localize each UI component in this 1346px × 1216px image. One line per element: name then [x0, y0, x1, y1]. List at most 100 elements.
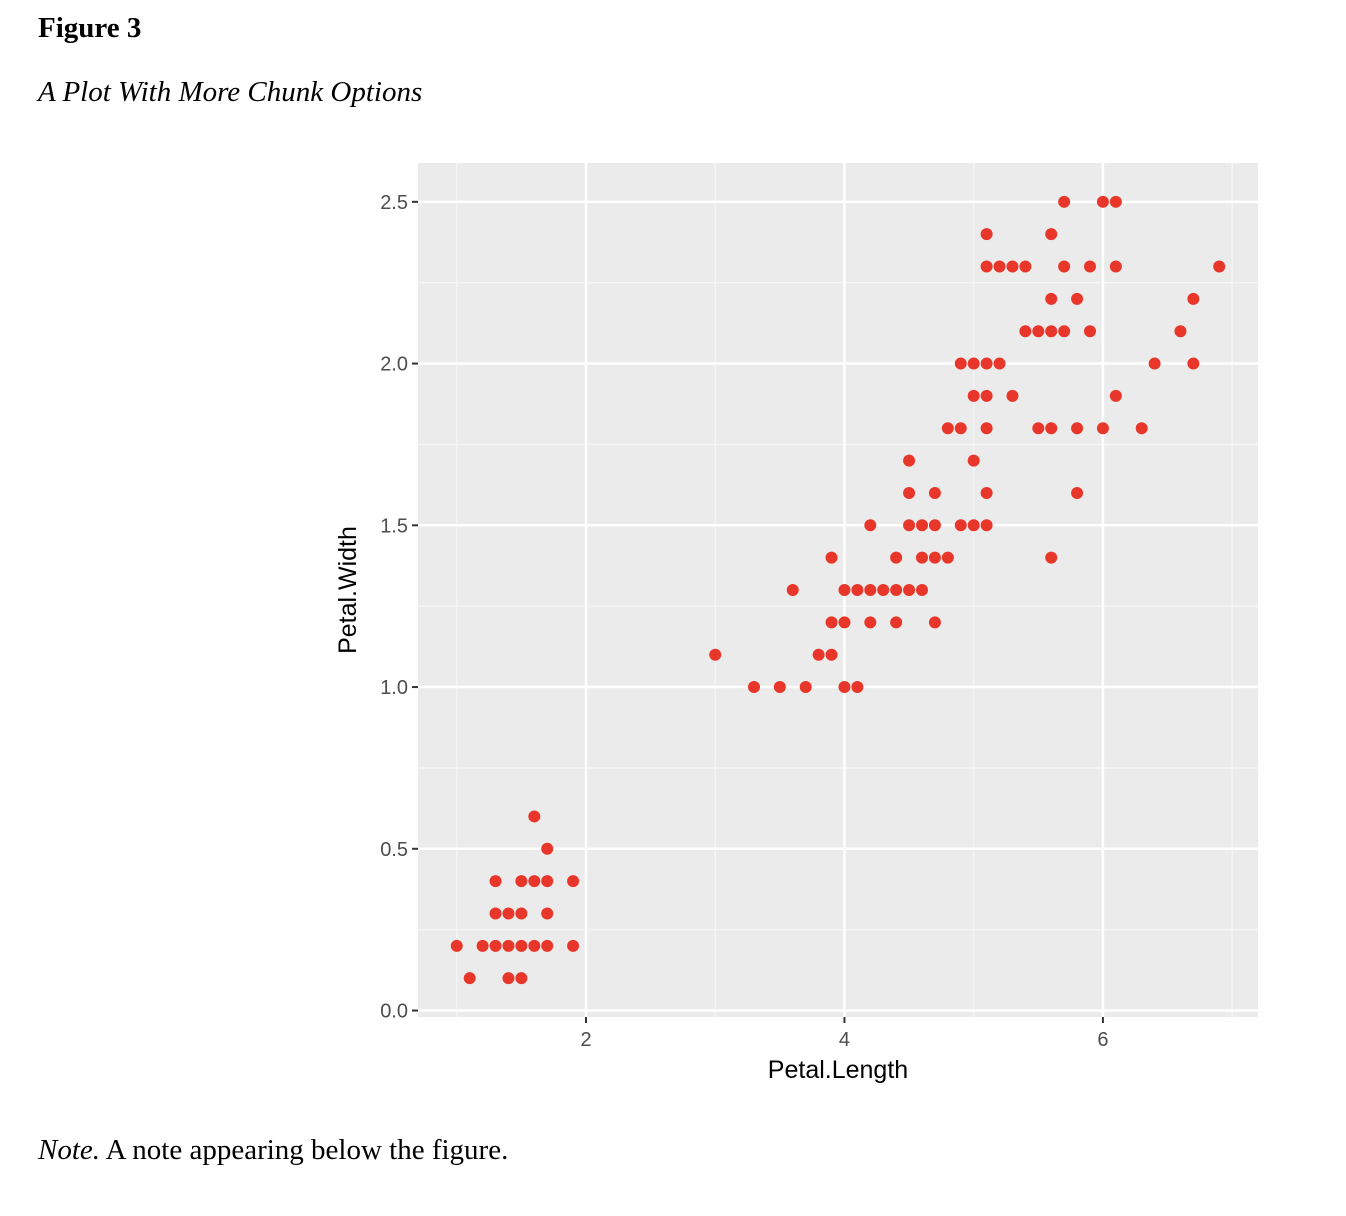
data-point	[1084, 260, 1096, 273]
data-point	[967, 454, 980, 467]
data-point	[1135, 422, 1148, 435]
data-point	[903, 584, 916, 596]
data-point	[903, 519, 916, 532]
data-point	[903, 454, 916, 467]
data-point	[1096, 195, 1109, 208]
data-point	[1213, 260, 1226, 273]
data-point	[851, 681, 864, 694]
data-point	[515, 972, 528, 985]
y-axis-title: Petal.Width	[334, 526, 362, 654]
data-point	[1006, 260, 1019, 273]
data-point	[1019, 325, 1032, 338]
data-point	[993, 357, 1006, 370]
y-axis: 0.0 0.5 1.0 1.5 2.0 2.5	[380, 192, 418, 1023]
note-label: Note.	[38, 1134, 101, 1166]
data-point	[1187, 292, 1200, 305]
data-point	[1032, 325, 1045, 338]
y-tick-label: 1.0	[380, 677, 408, 699]
data-point	[1032, 422, 1045, 435]
data-point	[1109, 389, 1122, 402]
data-point	[1187, 357, 1200, 370]
x-axis-title: Petal.Length	[768, 1056, 908, 1084]
data-point	[1148, 357, 1161, 370]
data-point	[489, 875, 502, 888]
data-point	[1058, 195, 1071, 208]
data-point	[928, 486, 941, 499]
data-point	[993, 260, 1006, 273]
data-point	[567, 875, 580, 888]
data-point	[954, 519, 967, 532]
data-point	[748, 681, 760, 694]
y-tick-label: 2.5	[380, 192, 408, 214]
data-point	[967, 389, 980, 402]
plot-panel	[418, 163, 1258, 1017]
data-point	[1045, 325, 1058, 338]
x-tick-label: 2	[580, 1029, 591, 1051]
data-point	[967, 357, 980, 370]
data-point	[980, 357, 993, 370]
data-point	[1084, 325, 1096, 338]
data-point	[1058, 325, 1071, 338]
data-point	[1109, 195, 1122, 208]
data-point	[1071, 422, 1084, 435]
data-point	[528, 875, 541, 888]
data-point	[825, 616, 838, 629]
data-point	[1071, 486, 1084, 499]
data-point	[890, 551, 903, 564]
data-point	[954, 357, 967, 370]
data-point	[476, 939, 489, 952]
data-point	[502, 907, 515, 920]
note-text: A note appearing below the figure.	[100, 1134, 509, 1166]
data-point	[941, 551, 954, 564]
data-point	[825, 648, 838, 661]
figure-title: A Plot With More Chunk Options	[38, 76, 423, 108]
data-point	[838, 584, 851, 596]
data-point	[941, 422, 954, 435]
data-point	[515, 907, 528, 920]
data-point	[1071, 292, 1084, 305]
y-tick-label: 0.0	[380, 1001, 408, 1023]
data-point	[838, 616, 851, 629]
data-point	[489, 907, 502, 920]
data-point	[851, 584, 864, 596]
data-point	[980, 519, 993, 532]
data-point	[812, 648, 825, 661]
data-point	[773, 681, 786, 694]
data-point	[825, 551, 838, 564]
data-point	[980, 422, 993, 435]
data-point	[890, 584, 903, 596]
data-point	[954, 422, 967, 435]
data-point	[1096, 422, 1109, 435]
data-point	[916, 519, 928, 532]
data-point	[1019, 260, 1032, 273]
data-point	[541, 907, 554, 920]
data-point	[1006, 389, 1019, 402]
data-point	[515, 875, 528, 888]
data-point	[980, 228, 993, 241]
data-point	[928, 616, 941, 629]
figure-note: Note. A note appearing below the figure.	[38, 1134, 508, 1167]
data-point	[1045, 292, 1058, 305]
data-point	[528, 810, 541, 823]
data-point	[928, 519, 941, 532]
data-point	[515, 939, 528, 952]
data-point	[980, 389, 993, 402]
data-point	[567, 939, 580, 952]
data-point	[1045, 551, 1058, 564]
data-point	[980, 260, 993, 273]
data-point	[528, 939, 541, 952]
data-point	[928, 551, 941, 564]
data-point	[864, 519, 877, 532]
data-point	[1045, 422, 1058, 435]
data-point	[786, 584, 799, 596]
data-point	[1109, 260, 1122, 273]
data-points	[450, 195, 1226, 985]
data-point	[541, 875, 554, 888]
data-point	[903, 486, 916, 499]
data-point	[1045, 228, 1058, 241]
data-point	[709, 648, 722, 661]
data-point	[450, 939, 463, 952]
x-tick-label: 6	[1097, 1029, 1108, 1051]
data-point	[489, 939, 502, 952]
